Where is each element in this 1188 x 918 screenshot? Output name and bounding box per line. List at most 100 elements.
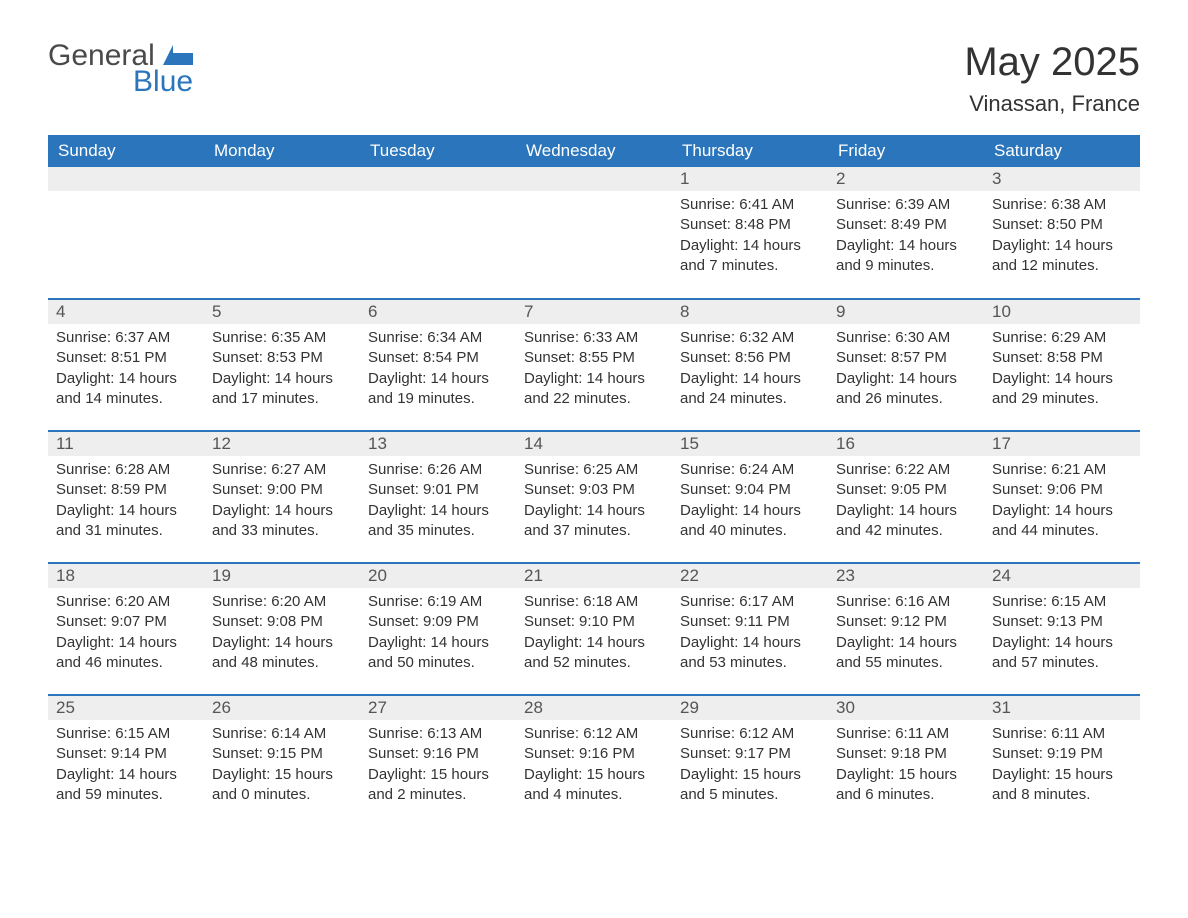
sunset-label: Sunset: — [992, 613, 1043, 630]
calendar-day-cell: 21Sunrise: 6:18 AMSunset: 9:10 PMDayligh… — [516, 563, 672, 695]
sunrise-line: Sunrise: 6:32 AM — [680, 328, 820, 348]
daylight-label: Daylight: — [212, 502, 270, 519]
daylight-label: Daylight: — [524, 370, 582, 387]
sunset-label: Sunset: — [212, 349, 263, 366]
sunset-value: 9:05 PM — [891, 481, 947, 498]
sunset-label: Sunset: — [56, 613, 107, 630]
sunrise-label: Sunrise: — [212, 593, 267, 610]
sunset-value: 9:16 PM — [579, 745, 635, 762]
sunset-value: 8:55 PM — [579, 349, 635, 366]
sunset-value: 9:17 PM — [735, 745, 791, 762]
sunset-value: 8:50 PM — [1047, 216, 1103, 233]
daylight-label: Daylight: — [368, 370, 426, 387]
daylight-label: Daylight: — [56, 634, 114, 651]
sunrise-value: 6:30 AM — [895, 329, 950, 346]
daylight-line: Daylight: 14 hours and 57 minutes. — [992, 633, 1132, 674]
day-details: Sunrise: 6:41 AMSunset: 8:48 PMDaylight:… — [672, 191, 828, 282]
daylight-line: Daylight: 14 hours and 59 minutes. — [56, 765, 196, 806]
sunrise-value: 6:21 AM — [1051, 461, 1106, 478]
calendar-day-cell: 6Sunrise: 6:34 AMSunset: 8:54 PMDaylight… — [360, 299, 516, 431]
sunrise-label: Sunrise: — [836, 329, 891, 346]
sunrise-value: 6:34 AM — [427, 329, 482, 346]
sunset-value: 9:03 PM — [579, 481, 635, 498]
day-number: 19 — [204, 564, 360, 588]
calendar-day-cell: 29Sunrise: 6:12 AMSunset: 9:17 PMDayligh… — [672, 695, 828, 827]
calendar-week-row: 11Sunrise: 6:28 AMSunset: 8:59 PMDayligh… — [48, 431, 1140, 563]
daylight-label: Daylight: — [56, 502, 114, 519]
sunrise-line: Sunrise: 6:11 AM — [836, 724, 976, 744]
sunset-label: Sunset: — [992, 216, 1043, 233]
sunrise-value: 6:13 AM — [427, 725, 482, 742]
sunrise-value: 6:12 AM — [583, 725, 638, 742]
page-header: General Blue May 2025 Vinassan, France — [48, 40, 1140, 127]
sunrise-line: Sunrise: 6:30 AM — [836, 328, 976, 348]
day-number: 16 — [828, 432, 984, 456]
sunset-label: Sunset: — [368, 349, 419, 366]
sunrise-line: Sunrise: 6:13 AM — [368, 724, 508, 744]
sunset-label: Sunset: — [680, 613, 731, 630]
sunrise-line: Sunrise: 6:19 AM — [368, 592, 508, 612]
sunrise-label: Sunrise: — [836, 593, 891, 610]
sunset-line: Sunset: 8:59 PM — [56, 480, 196, 500]
sunrise-line: Sunrise: 6:12 AM — [680, 724, 820, 744]
daylight-line: Daylight: 14 hours and 55 minutes. — [836, 633, 976, 674]
sunset-value: 9:19 PM — [1047, 745, 1103, 762]
sunset-value: 8:51 PM — [111, 349, 167, 366]
calendar-day-cell: 12Sunrise: 6:27 AMSunset: 9:00 PMDayligh… — [204, 431, 360, 563]
day-number: 11 — [48, 432, 204, 456]
day-details: Sunrise: 6:26 AMSunset: 9:01 PMDaylight:… — [360, 456, 516, 547]
sunset-line: Sunset: 9:07 PM — [56, 612, 196, 632]
sunset-line: Sunset: 8:54 PM — [368, 348, 508, 368]
sunrise-label: Sunrise: — [992, 593, 1047, 610]
calendar-day-cell: . — [204, 167, 360, 299]
sunrise-label: Sunrise: — [836, 725, 891, 742]
sunrise-label: Sunrise: — [368, 461, 423, 478]
sunset-line: Sunset: 9:17 PM — [680, 744, 820, 764]
day-number: 9 — [828, 300, 984, 324]
day-number: 30 — [828, 696, 984, 720]
sunrise-label: Sunrise: — [56, 725, 111, 742]
day-number: . — [204, 167, 360, 191]
sunrise-label: Sunrise: — [992, 461, 1047, 478]
location-label: Vinassan, France — [964, 91, 1140, 117]
calendar-day-cell: 30Sunrise: 6:11 AMSunset: 9:18 PMDayligh… — [828, 695, 984, 827]
sunset-line: Sunset: 9:06 PM — [992, 480, 1132, 500]
day-details: Sunrise: 6:12 AMSunset: 9:17 PMDaylight:… — [672, 720, 828, 811]
sunrise-value: 6:15 AM — [115, 725, 170, 742]
sunset-value: 8:54 PM — [423, 349, 479, 366]
month-title: May 2025 — [964, 40, 1140, 85]
sunset-value: 9:10 PM — [579, 613, 635, 630]
day-details: Sunrise: 6:18 AMSunset: 9:10 PMDaylight:… — [516, 588, 672, 679]
calendar-day-cell: 24Sunrise: 6:15 AMSunset: 9:13 PMDayligh… — [984, 563, 1140, 695]
calendar-day-cell: 17Sunrise: 6:21 AMSunset: 9:06 PMDayligh… — [984, 431, 1140, 563]
weekday-header: Wednesday — [516, 135, 672, 167]
sunrise-line: Sunrise: 6:29 AM — [992, 328, 1132, 348]
sunrise-label: Sunrise: — [992, 196, 1047, 213]
daylight-label: Daylight: — [836, 370, 894, 387]
sunset-label: Sunset: — [368, 613, 419, 630]
sunset-value: 8:57 PM — [891, 349, 947, 366]
calendar-day-cell: 23Sunrise: 6:16 AMSunset: 9:12 PMDayligh… — [828, 563, 984, 695]
sunset-value: 8:58 PM — [1047, 349, 1103, 366]
daylight-line: Daylight: 14 hours and 35 minutes. — [368, 501, 508, 542]
sunrise-line: Sunrise: 6:15 AM — [992, 592, 1132, 612]
day-details: Sunrise: 6:27 AMSunset: 9:00 PMDaylight:… — [204, 456, 360, 547]
daylight-label: Daylight: — [992, 237, 1050, 254]
calendar-day-cell: . — [48, 167, 204, 299]
day-details: Sunrise: 6:16 AMSunset: 9:12 PMDaylight:… — [828, 588, 984, 679]
sunset-label: Sunset: — [992, 481, 1043, 498]
day-number: 28 — [516, 696, 672, 720]
sunrise-label: Sunrise: — [524, 593, 579, 610]
sunset-label: Sunset: — [56, 481, 107, 498]
calendar-day-cell: 4Sunrise: 6:37 AMSunset: 8:51 PMDaylight… — [48, 299, 204, 431]
sunset-line: Sunset: 9:11 PM — [680, 612, 820, 632]
day-details: Sunrise: 6:39 AMSunset: 8:49 PMDaylight:… — [828, 191, 984, 282]
day-details: Sunrise: 6:34 AMSunset: 8:54 PMDaylight:… — [360, 324, 516, 415]
sunset-line: Sunset: 9:16 PM — [368, 744, 508, 764]
day-number: 5 — [204, 300, 360, 324]
sunset-line: Sunset: 9:16 PM — [524, 744, 664, 764]
day-number: 26 — [204, 696, 360, 720]
sunrise-value: 6:26 AM — [427, 461, 482, 478]
sunrise-line: Sunrise: 6:22 AM — [836, 460, 976, 480]
daylight-label: Daylight: — [368, 634, 426, 651]
